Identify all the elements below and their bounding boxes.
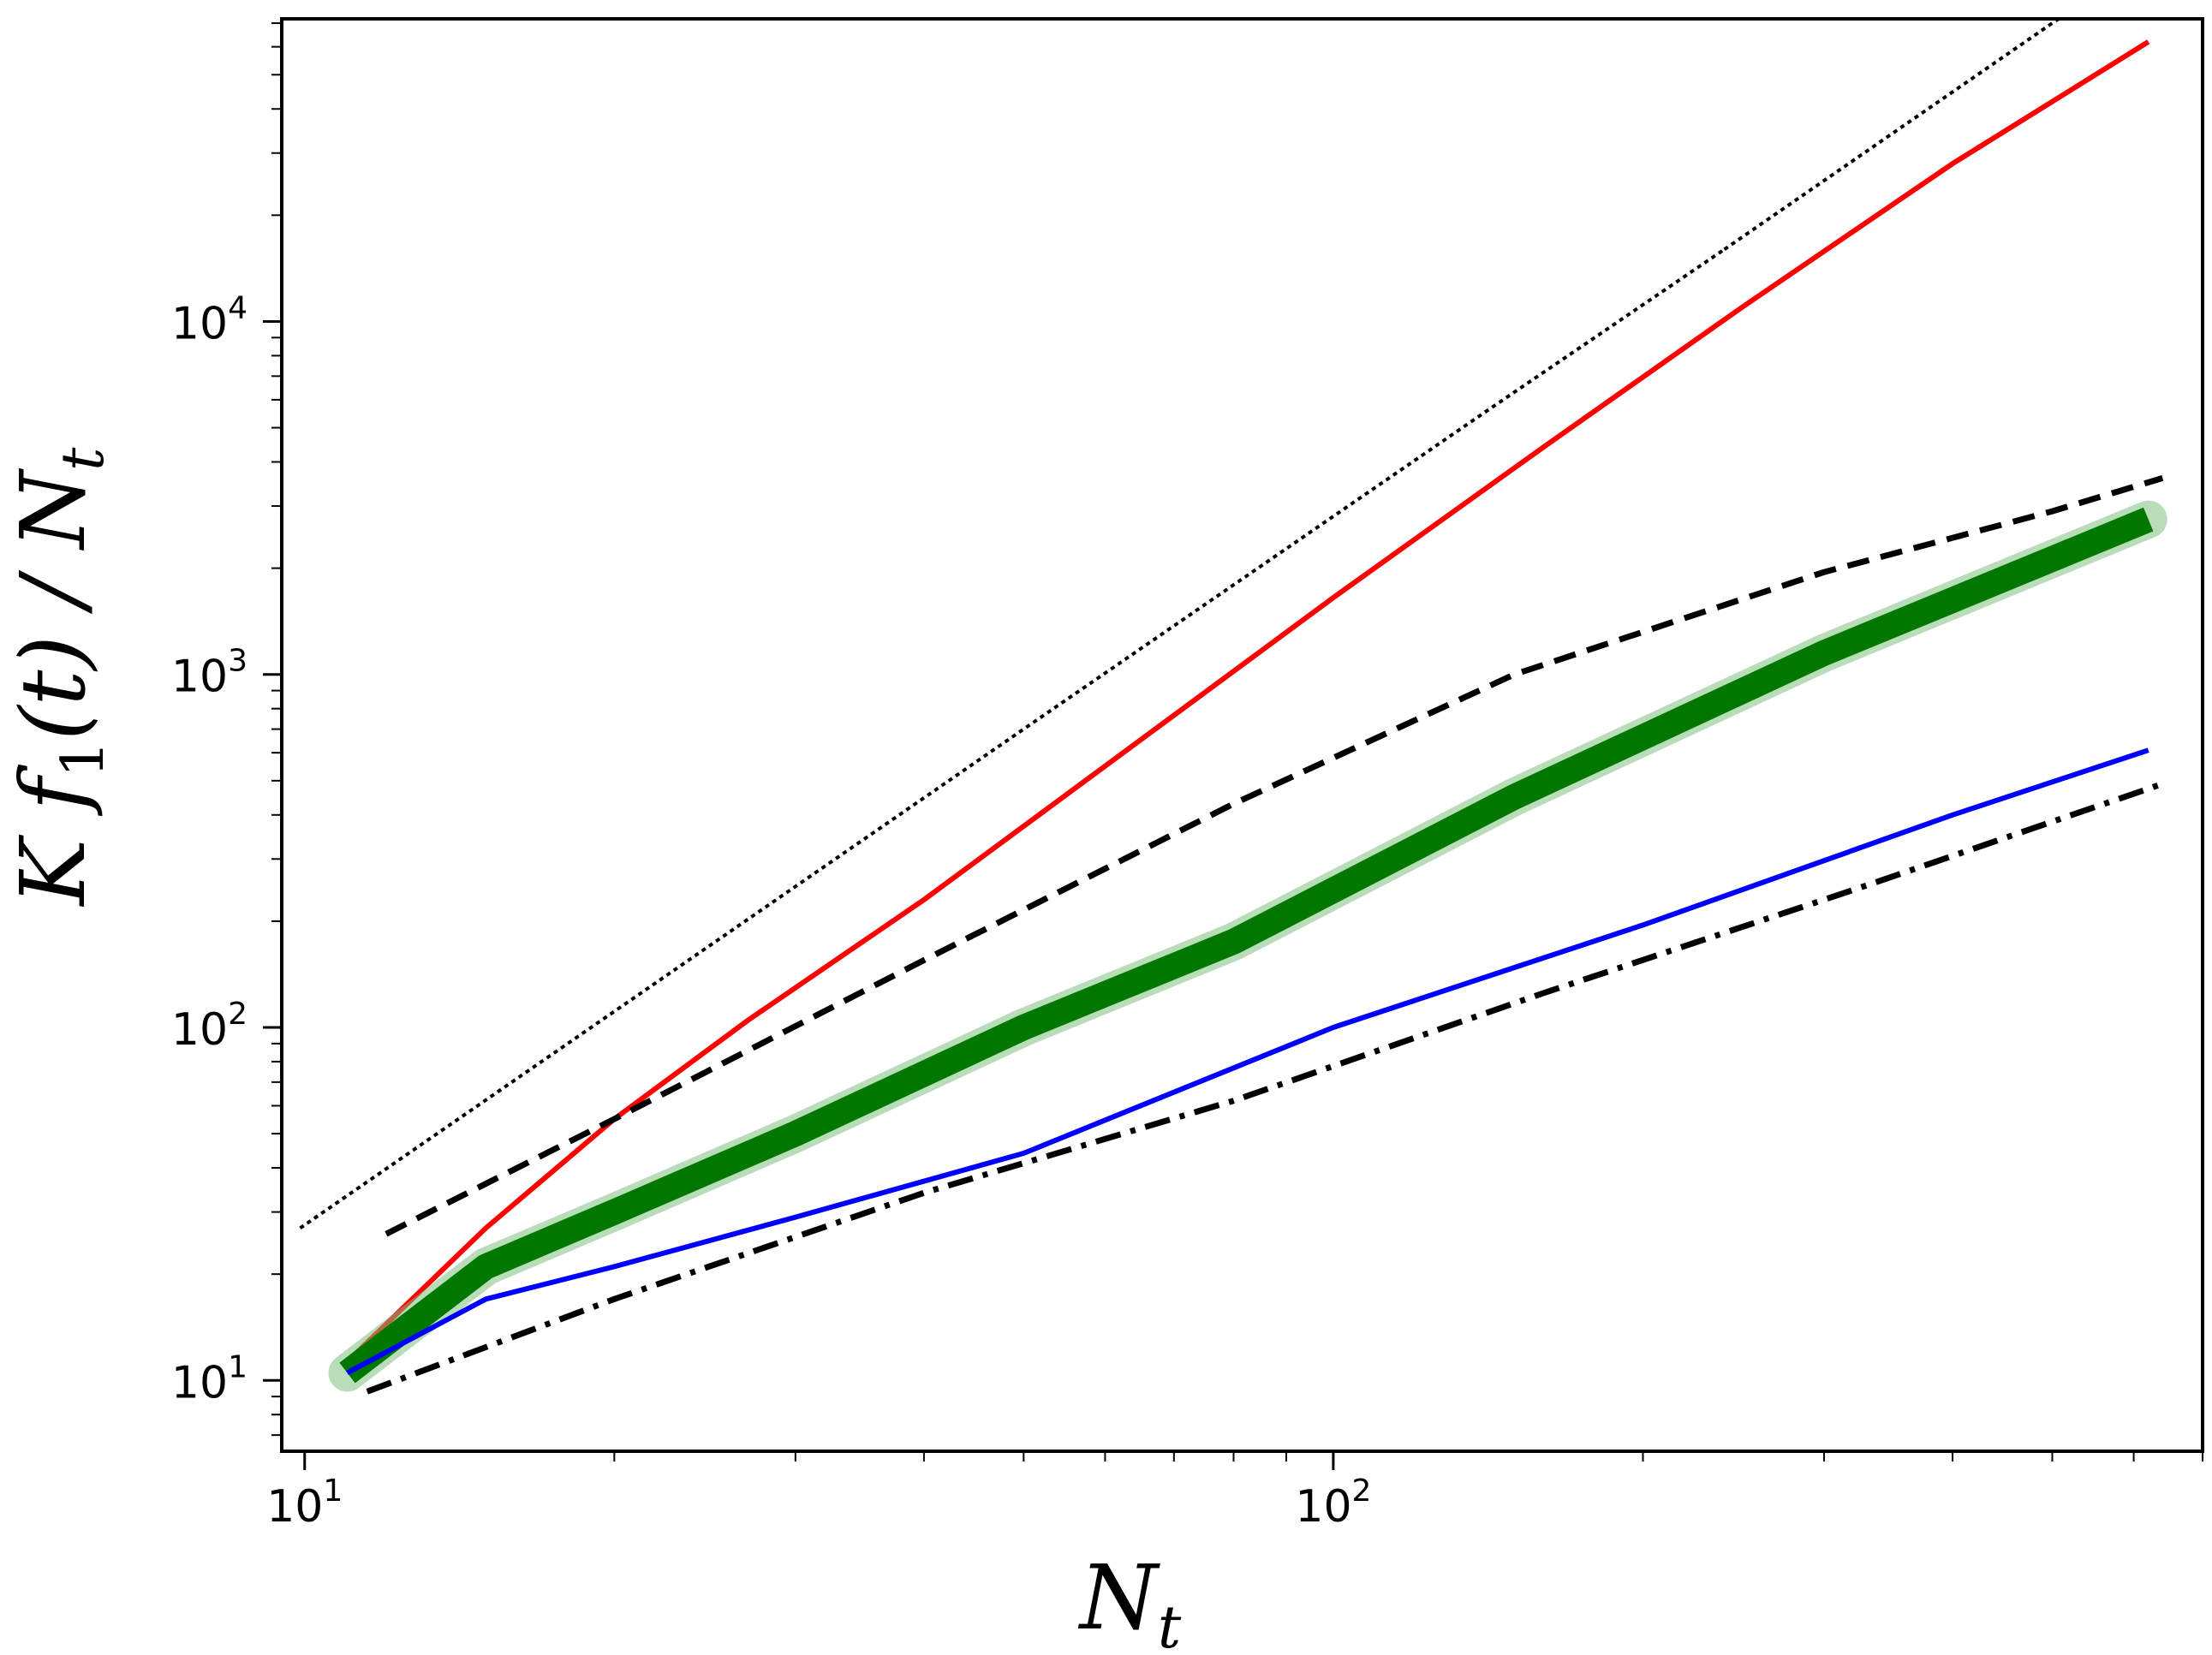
series-line-4: [339, 507, 2154, 1384]
series-line-5: [346, 747, 2149, 1376]
y-axis-title-sub-f: 1: [50, 741, 117, 777]
y-axis-title-sub-n: t: [50, 447, 117, 471]
series-line-3: [385, 475, 2164, 1237]
y-tick-label-3: 104: [171, 290, 247, 349]
plot-frame: [280, 17, 2204, 1453]
x-tick-label-0: 101: [266, 1473, 343, 1533]
tick-layer: 101 102 101 102 103 104: [171, 22, 2203, 1533]
series-line-6: [366, 781, 2164, 1395]
series-line-0: [299, 247, 1726, 1230]
y-axis-title: K f1(t) / Nt: [1, 447, 117, 908]
y-axis-title-mid: (t) / N: [1, 468, 105, 741]
y-tick-label-0: 101: [171, 1349, 247, 1408]
y-tick-label-1: 102: [171, 997, 247, 1056]
x-tick-label-1: 102: [1295, 1473, 1371, 1533]
series-line-2: [345, 39, 2150, 1364]
x-axis-title-subscript: t: [1158, 1594, 1182, 1655]
x-axis-title: Nt: [1077, 1545, 1182, 1655]
series-layer: [299, 19, 2167, 1395]
y-tick-label-2: 103: [171, 644, 247, 703]
